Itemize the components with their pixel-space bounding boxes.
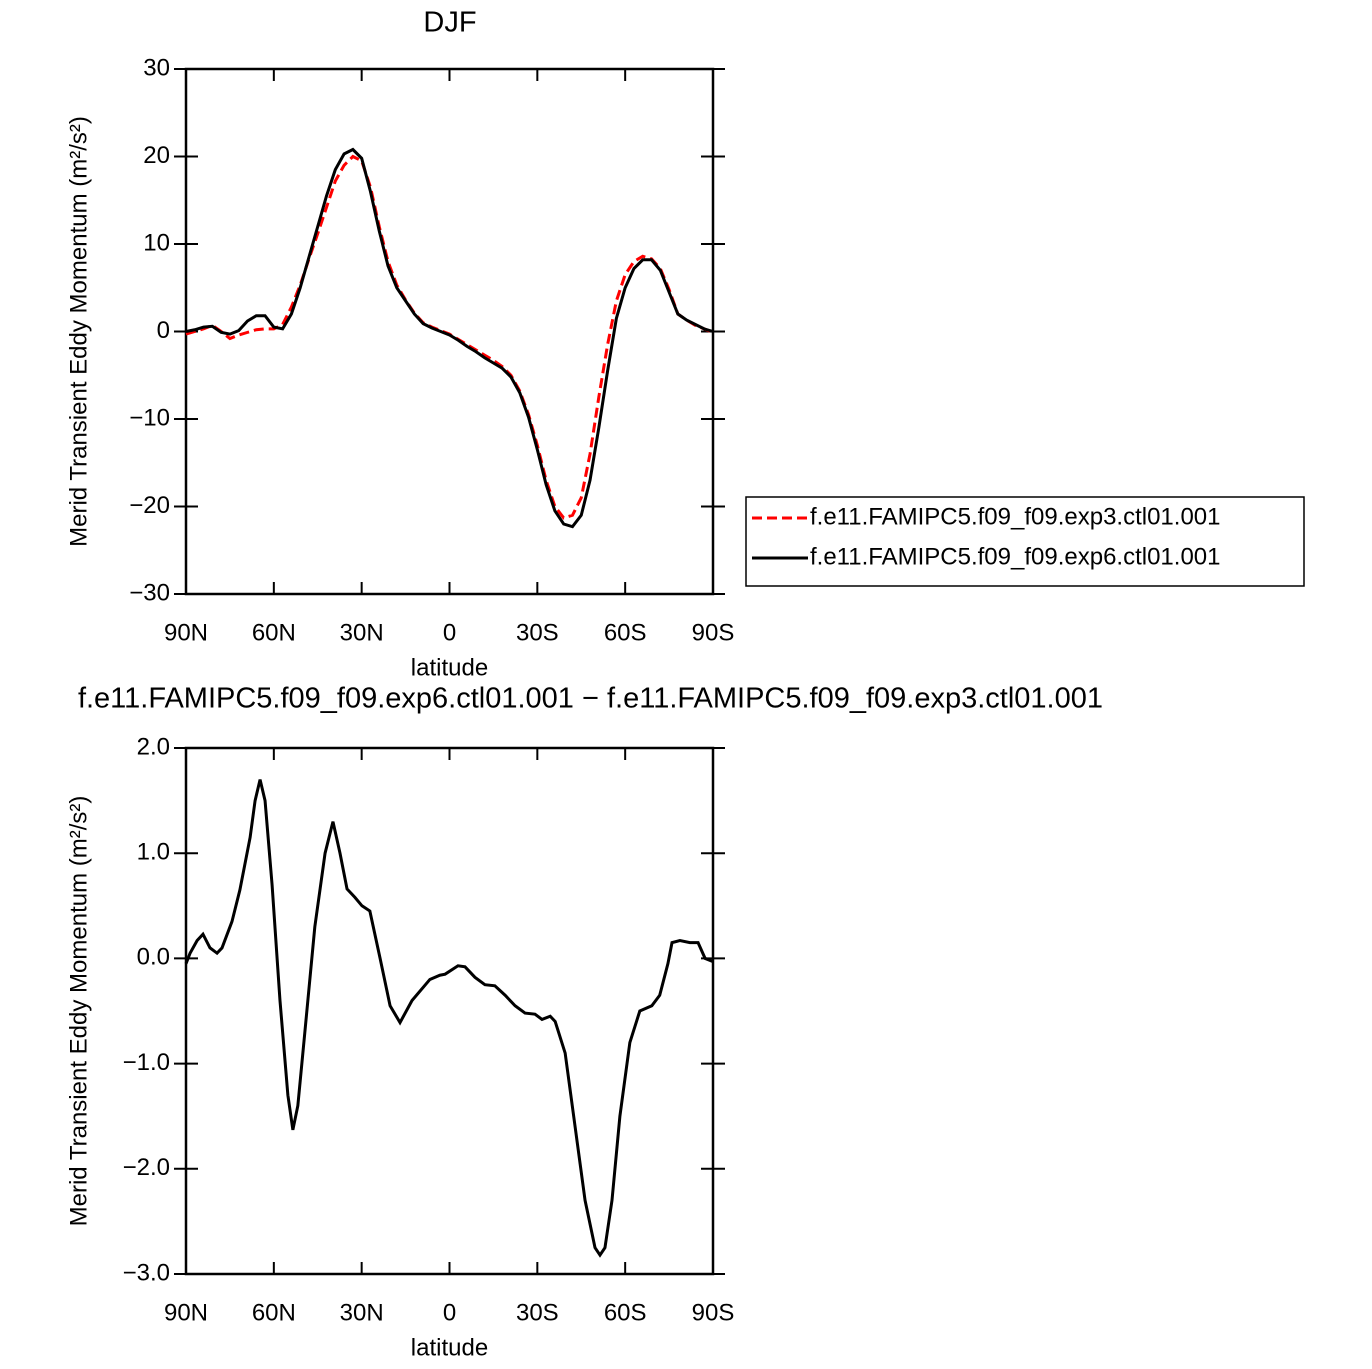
y-tick-label: 20 bbox=[143, 142, 170, 169]
data-line bbox=[185, 147, 714, 529]
legend-label: f.e11.FAMIPC5.f09_f09.exp3.ctl01.001 bbox=[810, 503, 1220, 530]
plot-frame bbox=[184, 67, 715, 596]
x-tick-label: 30S bbox=[516, 1299, 559, 1326]
y-tick-label: −30 bbox=[129, 579, 170, 606]
x-axis-label: latitude bbox=[411, 654, 488, 681]
y-axis-label: Merid Transient Eddy Momentum (m²/s²) bbox=[65, 796, 92, 1227]
legend-label: f.e11.FAMIPC5.f09_f09.exp6.ctl01.001 bbox=[810, 543, 1220, 570]
x-tick-label: 30N bbox=[340, 1299, 384, 1326]
x-tick-label: 60S bbox=[604, 619, 647, 646]
y-tick-label: 0 bbox=[157, 317, 170, 344]
x-tick-label: 90S bbox=[692, 1299, 735, 1326]
x-tick-label: 30S bbox=[516, 619, 559, 646]
y-tick-label: −2.0 bbox=[123, 1154, 170, 1181]
x-tick-label: 90N bbox=[164, 1299, 208, 1326]
x-tick-label: 60N bbox=[252, 619, 296, 646]
x-axis-label: latitude bbox=[411, 1334, 488, 1361]
chart-title: f.e11.FAMIPC5.f09_f09.exp6.ctl01.001 − f… bbox=[78, 683, 1103, 715]
x-tick-label: 90N bbox=[164, 619, 208, 646]
y-tick-label: 0.0 bbox=[137, 944, 170, 971]
y-axis-label: Merid Transient Eddy Momentum (m²/s²) bbox=[65, 116, 92, 547]
y-tick-label: −20 bbox=[129, 492, 170, 519]
y-tick-label: 2.0 bbox=[137, 733, 170, 760]
data-line bbox=[184, 779, 714, 1258]
y-tick-label: 30 bbox=[143, 54, 170, 81]
plot-frame bbox=[184, 746, 715, 1276]
data-line bbox=[185, 154, 714, 520]
y-tick-label: 1.0 bbox=[137, 839, 170, 866]
x-tick-label: 60S bbox=[604, 1299, 647, 1326]
y-tick-label: −10 bbox=[129, 404, 170, 431]
y-tick-label: −1.0 bbox=[123, 1049, 170, 1076]
x-tick-label: 30N bbox=[340, 619, 384, 646]
x-tick-label: 90S bbox=[692, 619, 735, 646]
x-tick-label: 0 bbox=[443, 619, 456, 646]
x-tick-label: 60N bbox=[252, 1299, 296, 1326]
y-tick-label: −3.0 bbox=[123, 1259, 170, 1286]
x-tick-label: 0 bbox=[443, 1299, 456, 1326]
chart-title: DJF bbox=[423, 7, 476, 39]
legend-box bbox=[745, 496, 1305, 587]
y-tick-label: 10 bbox=[143, 229, 170, 256]
